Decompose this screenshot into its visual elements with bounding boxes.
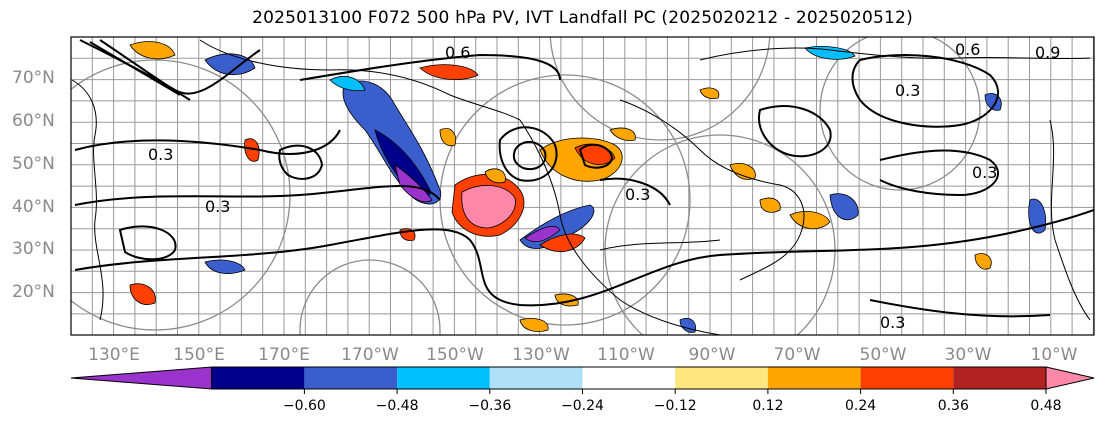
colorbar-segment	[489, 367, 583, 389]
colorbar-segment	[582, 367, 676, 389]
colorbar-segment	[211, 367, 305, 389]
colorbar-segment	[767, 367, 861, 389]
lat-label: 20°N	[12, 282, 55, 302]
colorbar-tick-label: 0.24	[845, 398, 876, 414]
contour-label: 0.3	[972, 163, 997, 182]
colorbar-tick-label: −0.12	[654, 398, 697, 414]
lon-label: 170°W	[341, 345, 399, 365]
lat-label: 60°N	[12, 111, 55, 131]
colorbar-tick-label: −0.48	[376, 398, 419, 414]
lon-label: 70°W	[774, 345, 821, 365]
contour-label: 0.6	[955, 40, 980, 59]
lon-label: 10°W	[1031, 345, 1078, 365]
pv-shading	[129, 41, 1047, 333]
colorbar-segment	[860, 367, 954, 389]
colorbar-outline	[211, 366, 1047, 390]
colorbar-segment	[675, 367, 768, 389]
contour-label: 0.9	[1035, 43, 1060, 62]
lon-label: 130°E	[88, 345, 140, 365]
pv-contours	[74, 39, 1094, 318]
lon-label: 50°W	[860, 345, 907, 365]
contour-label: 0.3	[880, 313, 905, 332]
colorbar-extend-low	[70, 366, 213, 390]
colorbar: −0.60 −0.48 −0.36 −0.24 −0.12 0.12 0.24 0.36 0.4…	[70, 366, 1095, 414]
contour-label: 0.6	[445, 43, 470, 62]
map-frame	[70, 36, 1095, 336]
lon-label: 150°W	[426, 345, 484, 365]
colorbar-segment	[953, 367, 1046, 389]
lon-label: 170°E	[258, 345, 310, 365]
contour-labels: 0.6 0.3 0.3 0.3 0.6 0.9 0.3 0.3 0.3	[148, 40, 1060, 332]
colorbar-tick-label: 0.36	[938, 398, 969, 414]
colorbar-extend-high	[1045, 366, 1095, 390]
lat-label: 40°N	[12, 197, 55, 217]
colorbar-tick-label: 0.48	[1030, 398, 1061, 414]
contour-label: 0.3	[205, 197, 230, 216]
lon-label: 90°W	[689, 345, 736, 365]
colorbar-segment	[397, 367, 490, 389]
lon-label: 30°W	[945, 345, 992, 365]
colorbar-tick-label: −0.36	[468, 398, 511, 414]
colorbar-tick-label: −0.24	[561, 398, 604, 414]
colorbar-tick-label: 0.12	[752, 398, 783, 414]
lon-labels: 130°E 150°E 170°E 170°W 150°W 130°W 110°…	[88, 345, 1078, 365]
lat-label: 30°N	[12, 239, 55, 259]
range-circles	[71, 37, 981, 335]
lon-label: 150°E	[173, 345, 225, 365]
lat-label: 70°N	[12, 68, 55, 88]
contour-label: 0.3	[148, 145, 173, 164]
lat-label: 50°N	[12, 154, 55, 174]
lat-labels: 70°N 60°N 50°N 40°N 30°N 20°N	[12, 68, 55, 302]
colorbar-segment	[304, 367, 398, 389]
contour-label: 0.3	[625, 185, 650, 204]
map-title: 2025013100 F072 500 hPa PV, IVT Landfall…	[252, 8, 913, 28]
colorbar-tick-label: −0.60	[283, 398, 326, 414]
lon-label: 130°W	[512, 345, 570, 365]
contour-label: 0.3	[895, 81, 920, 100]
lon-label: 110°W	[597, 345, 655, 365]
